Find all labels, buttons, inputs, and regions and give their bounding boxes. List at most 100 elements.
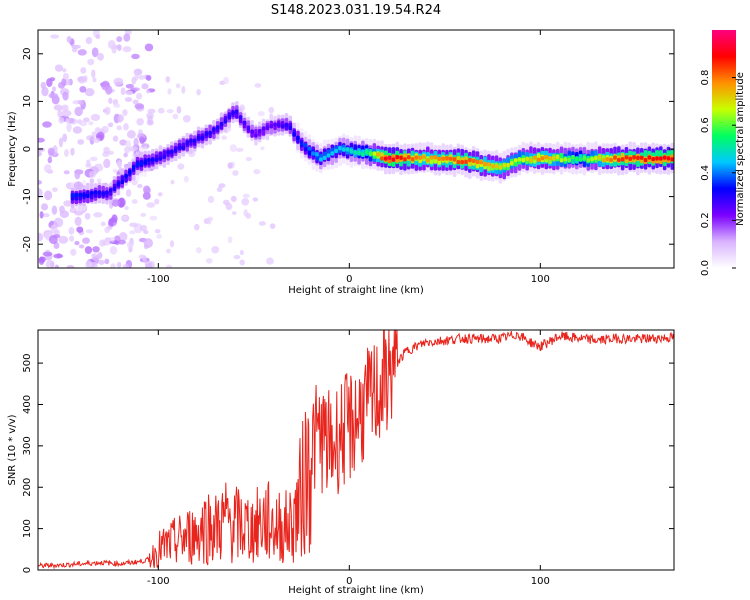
spectrogram-ridge-cell — [651, 157, 655, 162]
snr-series-line — [37, 329, 675, 570]
spectrogram-noise-cell — [128, 146, 138, 152]
snr-panel: -100 0 100 0 100 200 300 400 500 Height of stra… — [7, 329, 675, 596]
spectrogram-noise-cell — [80, 67, 87, 74]
spectrogram-noise-cell — [166, 248, 171, 254]
spectrogram-noise-cell — [63, 200, 73, 207]
spectrogram-noise-cell — [149, 215, 158, 221]
spectrogram-noise-cell — [225, 202, 233, 211]
spectrogram-noise-cell — [79, 120, 88, 127]
spectrogram-noise-cell — [116, 125, 122, 131]
snr-y-tick-label: 300 — [22, 436, 33, 455]
spectrogram-noise-cell — [143, 185, 151, 194]
spectrogram-noise-cell — [46, 78, 53, 88]
spectrogram-noise-cell — [166, 109, 174, 114]
spectrogram-noise-cell — [72, 126, 83, 134]
spectrogram-y-tick-label: 20 — [22, 47, 33, 60]
spectrogram-noise-cell — [117, 239, 127, 245]
spectrogram-noise-cell — [120, 215, 128, 221]
spectrogram-noise-cell — [38, 180, 43, 185]
spectrogram-noise-cell — [134, 103, 145, 110]
snr-y-axis-label: SNR (10 * v/v) — [7, 414, 18, 485]
spectrogram-ridge-cell — [353, 150, 358, 155]
spectrogram-ridge-cell — [655, 156, 659, 161]
spectrogram-ridge-cell — [399, 155, 403, 160]
spectrogram-noise-cell — [170, 179, 175, 185]
spectrogram-noise-cell — [107, 122, 113, 128]
spectrogram-noise-cell — [119, 139, 127, 146]
spectrogram-ridge-cell — [601, 158, 606, 163]
spectrogram-ridge-cell — [173, 147, 178, 153]
spectrogram-noise-cell — [117, 44, 122, 52]
spectrogram-noise-cell — [85, 260, 92, 268]
spectrogram-ridge-cell — [487, 162, 491, 167]
spectrogram-noise-cell — [89, 156, 98, 162]
spectrogram-noise-cell — [70, 147, 75, 156]
spectrogram-x-axis-label: Height of straight line (km) — [288, 285, 424, 296]
colorbar-tick-label: 0.2 — [700, 212, 711, 228]
spectrogram-noise-cell — [269, 223, 276, 229]
spectrogram-noise-cell — [44, 190, 53, 201]
spectrogram-noise-cell — [221, 135, 227, 140]
spectrogram-noise-cell — [51, 187, 58, 192]
spectrogram-ridge-cell — [422, 154, 426, 160]
spectrogram-noise-cell — [67, 117, 75, 124]
spectrogram-ridge-cell — [559, 158, 564, 163]
spectrogram-ridge-cell — [154, 157, 159, 163]
spectrogram-noise-cell — [143, 238, 153, 248]
spectrogram-ridge-cell — [662, 155, 667, 160]
spectrogram-y-tick-label: -10 — [22, 188, 33, 204]
spectrogram-x-tick-label: 0 — [346, 274, 352, 285]
spectrogram-ridge-cell — [284, 123, 289, 128]
spectrogram-noise-cell — [140, 212, 147, 217]
spectrogram-ridge-cell — [273, 122, 277, 127]
spectrogram-noise-cell — [131, 53, 140, 60]
spectrogram-noise-cell — [38, 151, 43, 157]
colorbar-tick-label: 0.8 — [700, 70, 711, 86]
spectrogram-noise-cell — [182, 114, 191, 123]
spectrogram-ridge-cell — [426, 158, 430, 163]
spectrogram-ridge-cell — [299, 141, 304, 147]
spectrogram-ridge-cell — [429, 155, 434, 160]
spectrogram-noise-cell — [125, 90, 134, 96]
spectrogram-ridge-cell — [406, 155, 411, 160]
spectrogram-noise-cell — [131, 76, 137, 85]
spectrogram-noise-cell — [117, 115, 123, 123]
spectrogram-noise-cell — [254, 83, 262, 88]
spectrogram-noise-cell — [235, 147, 244, 152]
spectrogram-noise-cell — [123, 152, 128, 158]
spectrogram-ridge-cell — [93, 190, 98, 195]
spectrogram-noise-cell — [137, 183, 143, 189]
spectrogram-noise-cell — [90, 113, 101, 122]
spectrogram-ridge-cell — [193, 138, 197, 144]
spectrogram-noise-cell — [145, 89, 151, 94]
spectrogram-ridge-cell — [74, 192, 79, 197]
spectrogram-ridge-cell — [196, 135, 201, 140]
colorbar-label: Normalized spectral amplitude — [735, 72, 746, 226]
spectrogram-noise-cell — [92, 77, 97, 83]
spectrogram-noise-cell — [258, 221, 266, 226]
spectrogram-noise-cell — [136, 92, 143, 100]
spectrogram-noise-cell — [176, 105, 182, 114]
spectrogram-ridge-cell — [128, 170, 132, 175]
spectrogram-ridge-cell — [280, 124, 285, 129]
spectrogram-noise-cell — [206, 217, 212, 225]
spectrogram-ridge-cell — [265, 125, 270, 130]
spectrogram-y-tick-label: 10 — [22, 95, 33, 108]
spectrogram-noise-cell — [257, 111, 265, 117]
spectrogram-noise-cell — [124, 205, 129, 211]
spectrogram-ridge-cell — [334, 148, 338, 154]
spectrogram-ridge-cell — [319, 157, 323, 162]
spectrogram-noise-cell — [125, 189, 132, 197]
spectrogram-ridge-cell — [246, 126, 251, 131]
spectrogram-ridge-cell — [235, 109, 239, 114]
snr-x-axis-label: Height of straight line (km) — [288, 585, 424, 596]
spectrogram-noise-cell — [74, 106, 83, 117]
spectrogram-noise-cell — [196, 89, 201, 96]
spectrogram-ridge-cell — [108, 188, 113, 193]
spectrogram-noise-cell — [146, 75, 152, 81]
spectrogram-noise-cell — [138, 74, 146, 80]
spectrogram-noise-cell — [156, 233, 162, 239]
spectrogram-ridge-cell — [617, 157, 621, 163]
spectrogram-ridge-cell — [643, 157, 648, 163]
spectrogram-noise-cell — [146, 112, 154, 120]
